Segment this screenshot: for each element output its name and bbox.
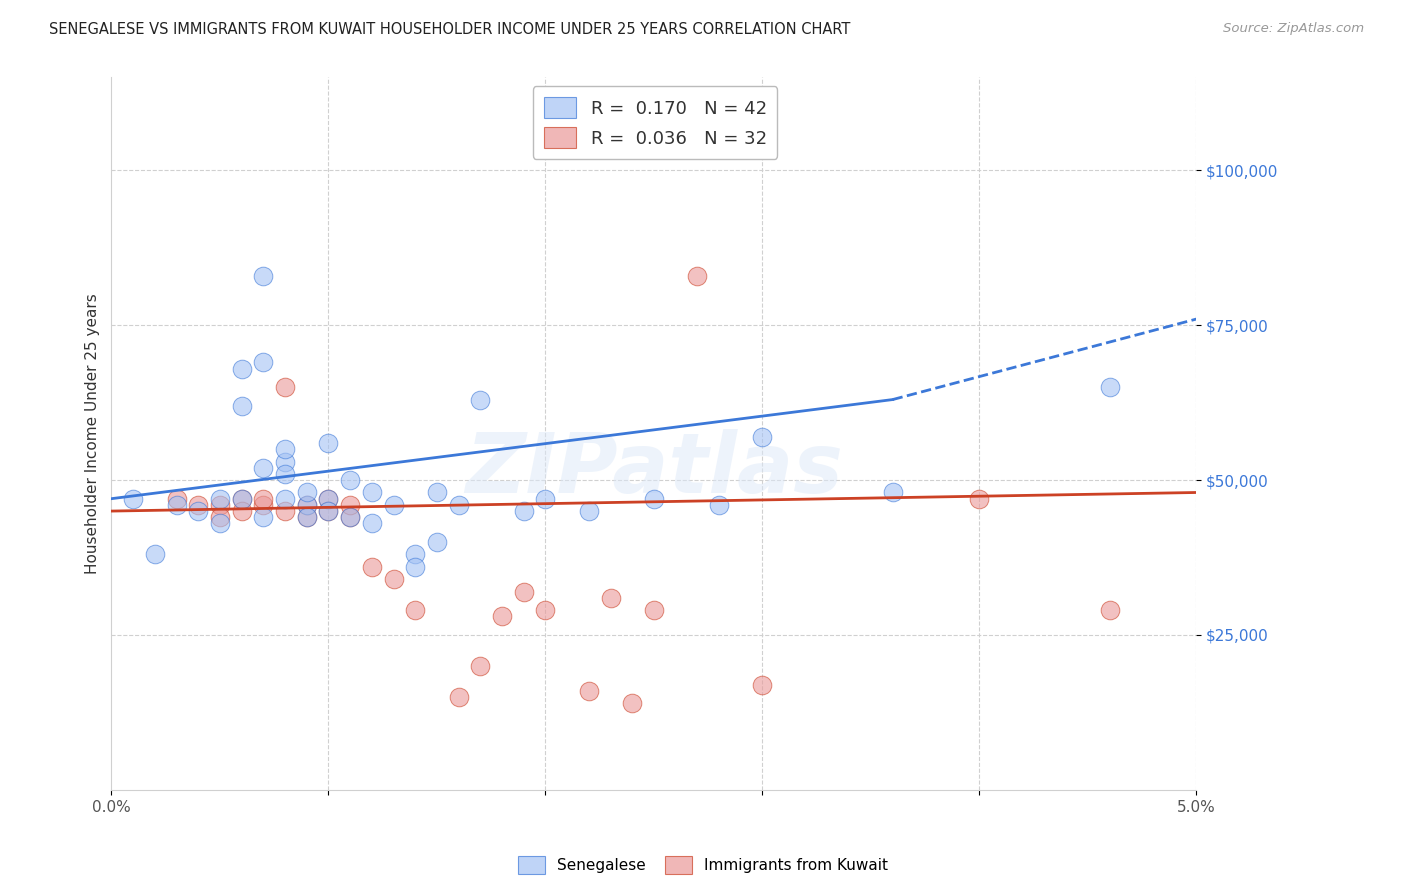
Point	[339, 510, 361, 524]
Point	[599, 591, 621, 605]
Point	[882, 485, 904, 500]
Point	[512, 584, 534, 599]
Point	[231, 361, 253, 376]
Point	[426, 535, 449, 549]
Point	[318, 491, 340, 506]
Point	[339, 498, 361, 512]
Point	[274, 380, 297, 394]
Point	[707, 498, 730, 512]
Point	[447, 690, 470, 704]
Point	[295, 498, 318, 512]
Point	[231, 491, 253, 506]
Point	[318, 436, 340, 450]
Point	[166, 498, 188, 512]
Point	[252, 491, 274, 506]
Text: SENEGALESE VS IMMIGRANTS FROM KUWAIT HOUSEHOLDER INCOME UNDER 25 YEARS CORRELATI: SENEGALESE VS IMMIGRANTS FROM KUWAIT HOU…	[49, 22, 851, 37]
Point	[295, 498, 318, 512]
Point	[122, 491, 145, 506]
Point	[491, 609, 513, 624]
Point	[404, 548, 426, 562]
Point	[295, 485, 318, 500]
Point	[578, 504, 600, 518]
Point	[578, 683, 600, 698]
Point	[339, 473, 361, 487]
Point	[360, 559, 382, 574]
Point	[208, 516, 231, 531]
Point	[208, 498, 231, 512]
Point	[360, 516, 382, 531]
Point	[231, 504, 253, 518]
Point	[382, 498, 405, 512]
Point	[318, 504, 340, 518]
Point	[534, 603, 557, 617]
Point	[252, 498, 274, 512]
Text: Source: ZipAtlas.com: Source: ZipAtlas.com	[1223, 22, 1364, 36]
Point	[1098, 603, 1121, 617]
Point	[621, 696, 644, 710]
Point	[252, 460, 274, 475]
Point	[751, 430, 773, 444]
Point	[274, 442, 297, 457]
Point	[643, 491, 665, 506]
Text: ZIPatlas: ZIPatlas	[465, 429, 842, 509]
Point	[470, 659, 492, 673]
Point	[512, 504, 534, 518]
Point	[252, 355, 274, 369]
Point	[969, 491, 991, 506]
Point	[274, 454, 297, 468]
Point	[339, 510, 361, 524]
Point	[534, 491, 557, 506]
Point	[360, 485, 382, 500]
Point	[231, 491, 253, 506]
Point	[143, 548, 166, 562]
Point	[274, 491, 297, 506]
Point	[643, 603, 665, 617]
Point	[318, 491, 340, 506]
Point	[404, 559, 426, 574]
Point	[252, 510, 274, 524]
Point	[447, 498, 470, 512]
Point	[686, 268, 709, 283]
Point	[208, 491, 231, 506]
Point	[295, 510, 318, 524]
Point	[252, 268, 274, 283]
Point	[426, 485, 449, 500]
Y-axis label: Householder Income Under 25 years: Householder Income Under 25 years	[86, 293, 100, 574]
Point	[274, 467, 297, 481]
Legend: R =  0.170   N = 42, R =  0.036   N = 32: R = 0.170 N = 42, R = 0.036 N = 32	[533, 87, 778, 159]
Point	[470, 392, 492, 407]
Point	[295, 510, 318, 524]
Point	[231, 399, 253, 413]
Point	[187, 504, 209, 518]
Point	[404, 603, 426, 617]
Legend: Senegalese, Immigrants from Kuwait: Senegalese, Immigrants from Kuwait	[512, 850, 894, 880]
Point	[382, 572, 405, 586]
Point	[318, 504, 340, 518]
Point	[274, 504, 297, 518]
Point	[166, 491, 188, 506]
Point	[208, 510, 231, 524]
Point	[1098, 380, 1121, 394]
Point	[751, 677, 773, 691]
Point	[187, 498, 209, 512]
